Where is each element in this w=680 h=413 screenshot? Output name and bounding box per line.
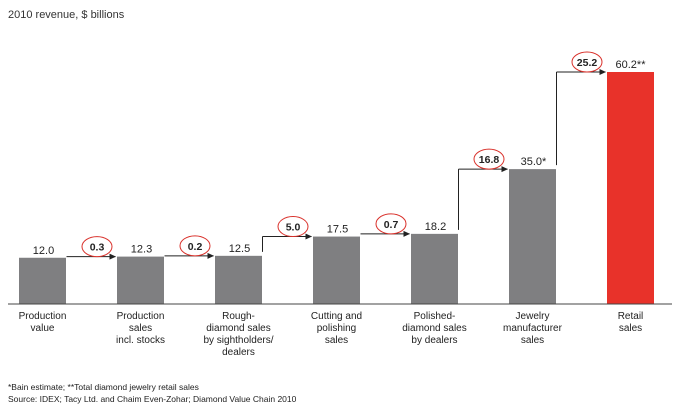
- increment-label-4: 0.7: [384, 219, 399, 231]
- bar-value-label-4: 17.5: [327, 224, 348, 236]
- bar-value-label-6: 35.0*: [521, 156, 547, 168]
- category-label-1: Production value: [18, 311, 67, 334]
- footnote-source: Source: IDEX; Tacy Ltd. and Chaim Even-Z…: [8, 394, 297, 404]
- increment-ring-6: [571, 51, 603, 73]
- bars-layer: 12.0 12.3 12.5 17.5 18.2 35.0* 60.2**: [19, 59, 654, 304]
- increment-label-2: 0.2: [188, 241, 203, 253]
- increment-label-3: 5.0: [286, 222, 301, 234]
- bar-6: [509, 169, 556, 304]
- category-label-7: Retail sales: [617, 311, 644, 334]
- increment-arrow-3: 5.0: [262, 216, 312, 252]
- increment-ring-3: [277, 216, 309, 238]
- increment-arrows-layer: 0.3 0.2 5.0 0.7 16.8 25.2: [66, 51, 606, 260]
- bar-7: [607, 72, 654, 304]
- increment-ring-2: [179, 235, 211, 257]
- bar-value-label-1: 12.0: [33, 245, 54, 257]
- increment-ring-5: [473, 148, 505, 170]
- chart-subtitle: 2010 revenue, $ billions: [8, 9, 125, 21]
- footnote-estimate: *Bain estimate; **Total diamond jewelry …: [8, 382, 199, 392]
- bar-value-label-5: 18.2: [425, 221, 446, 233]
- category-label-6: Jewelry manufacturer sales: [503, 311, 562, 346]
- category-label-4: Cutting and polishing sales: [310, 311, 363, 346]
- increment-arrow-4: 0.7: [360, 213, 410, 237]
- increment-arrow-5: 16.8: [458, 148, 508, 230]
- increment-arrow-6: 25.2: [556, 51, 606, 166]
- increment-label-5: 16.8: [479, 154, 500, 166]
- bar-value-label-2: 12.3: [131, 244, 152, 256]
- increment-arrow-2: 0.2: [164, 235, 214, 259]
- bar-value-label-3: 12.5: [229, 243, 250, 255]
- increment-label-1: 0.3: [90, 242, 105, 254]
- bar-2: [117, 256, 164, 304]
- increment-ring-1: [81, 236, 113, 258]
- increment-arrow-1: 0.3: [66, 236, 116, 260]
- category-label-3: Rough-diamond sales by sightholders/deale…: [203, 311, 274, 358]
- bar-5: [411, 233, 458, 304]
- increment-ring-4: [375, 213, 407, 235]
- bar-4: [313, 236, 360, 304]
- category-label-2: Production sales incl. stocks: [116, 311, 165, 346]
- bar-3: [215, 255, 262, 304]
- increment-label-6: 25.2: [577, 57, 598, 69]
- category-label-5: Polished-diamond sales by dealers: [402, 311, 467, 346]
- bar-value-label-7: 60.2**: [616, 59, 647, 71]
- bar-1: [19, 257, 66, 304]
